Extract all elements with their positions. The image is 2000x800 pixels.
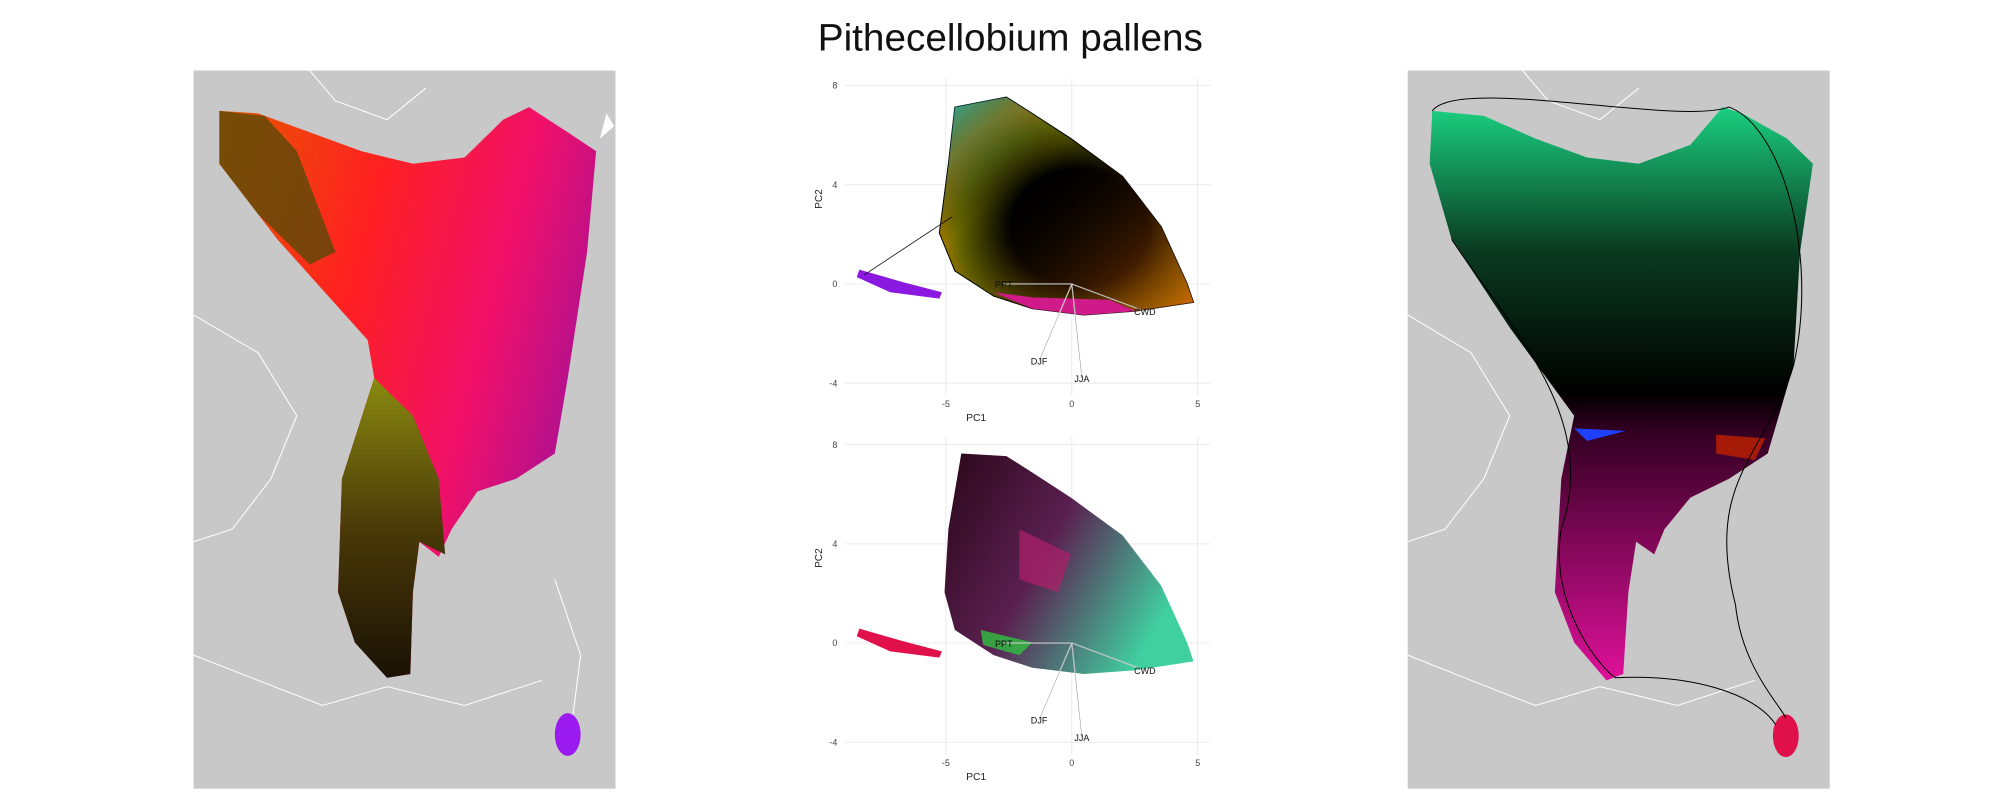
loading-label: DJF: [1031, 716, 1048, 726]
scatter-bottom-annotations: PPT CWD DJF JJA: [995, 639, 1156, 743]
y-tick-label: -4: [829, 737, 837, 747]
loading-label: JJA: [1074, 374, 1089, 384]
x-tick-label: -5: [942, 758, 950, 768]
loading-vector-outline: [1071, 283, 1083, 379]
y-axis-label: PC2: [814, 189, 825, 209]
y-tick-label: -4: [829, 378, 837, 388]
y-axis-label: PC2: [814, 548, 825, 568]
y-tick-label: 8: [832, 81, 837, 91]
x-tick-label: 5: [1195, 399, 1200, 409]
y-tick-label: 4: [832, 180, 837, 190]
right-map: [1407, 70, 1830, 789]
y-tick-label: 0: [832, 638, 837, 648]
y-tick-label: 8: [832, 440, 837, 450]
loading-vector-outline: [1038, 283, 1072, 361]
loading-label: PPT: [995, 280, 1013, 290]
x-tick-label: 0: [1069, 399, 1074, 409]
loading-label: JJA: [1074, 733, 1089, 743]
left-map: [193, 70, 616, 789]
loading-vector-outline: [1071, 643, 1083, 738]
x-tick-label: 5: [1195, 758, 1200, 768]
figure-title: Pithecellobium pallens: [818, 17, 1203, 59]
loading-label: CWD: [1134, 666, 1156, 676]
point-cloud: [856, 453, 1194, 675]
y-tick-label: 4: [832, 539, 837, 549]
loading-vector-outline: [1071, 283, 1145, 312]
loading-label: PPT: [995, 639, 1013, 649]
loading-vector-outline: [1071, 642, 1145, 671]
loading-label: DJF: [1031, 357, 1048, 367]
point-cloud: [856, 96, 1195, 316]
x-tick-label: 0: [1069, 758, 1074, 768]
y-tick-label: 0: [832, 279, 837, 289]
scatter-top-annotations: PPT CWD DJF JJA: [995, 280, 1156, 384]
x-tick-label: -5: [942, 399, 950, 409]
loading-vector-outline: [1038, 642, 1072, 720]
x-axis-label: PC1: [966, 413, 986, 424]
loading-label: CWD: [1134, 307, 1156, 317]
x-axis-label: PC1: [966, 772, 986, 783]
